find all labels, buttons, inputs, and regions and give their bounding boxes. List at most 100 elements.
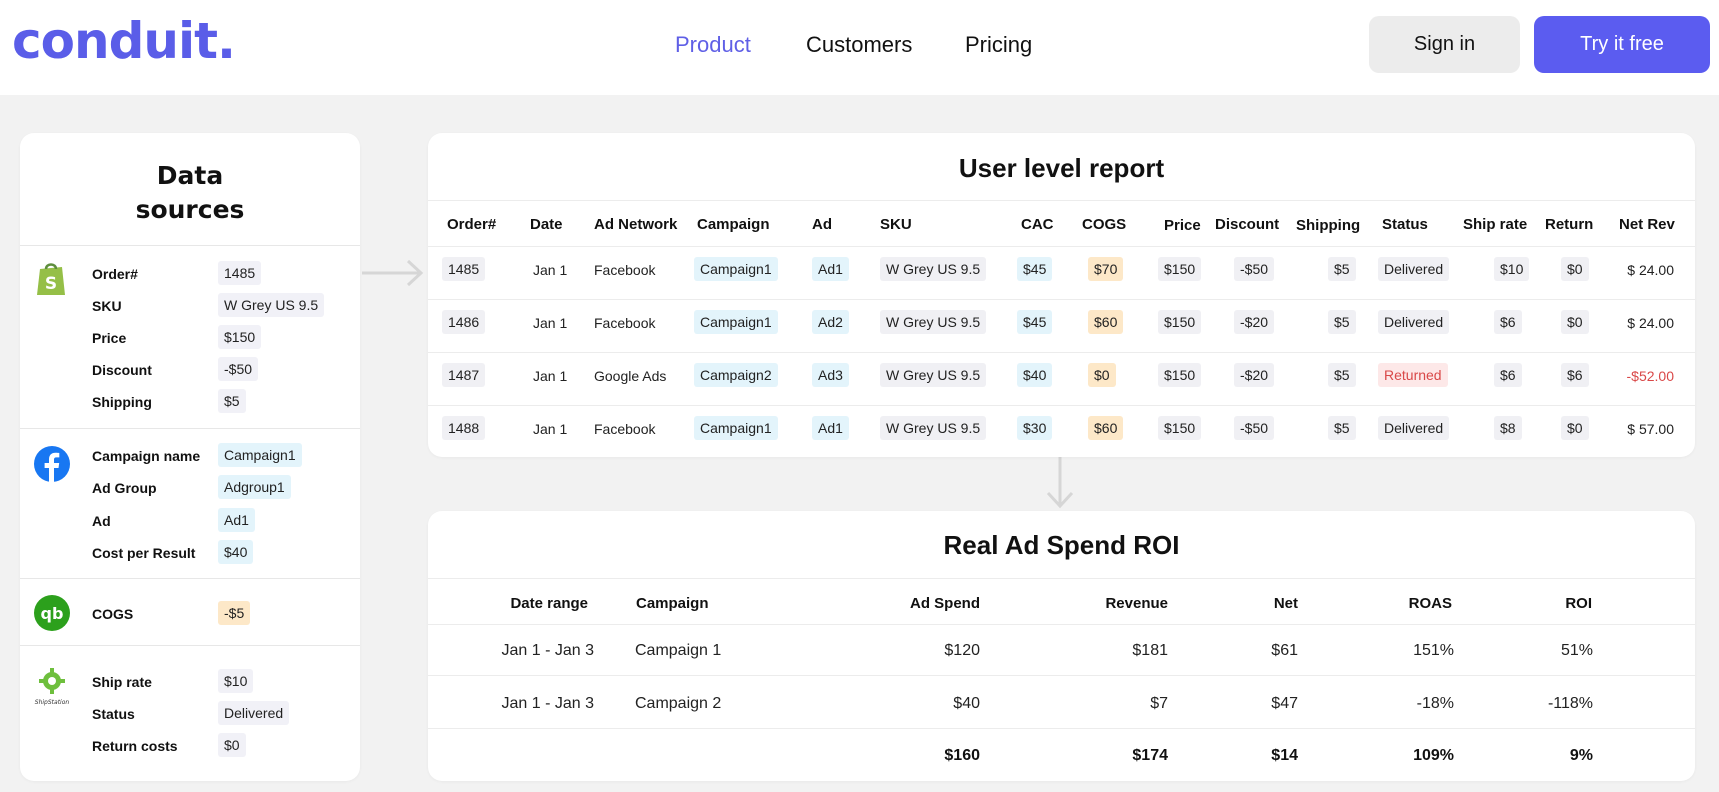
table-cell: Campaign1 (694, 257, 778, 281)
field-label: COGS (92, 606, 134, 622)
divider (428, 578, 1695, 579)
table-cell: W Grey US 9.5 (880, 310, 987, 334)
field-value: $10 (218, 669, 254, 693)
facebook-icon (34, 446, 70, 487)
table-cell: $30 (1017, 416, 1053, 440)
field-label: Price (92, 330, 127, 346)
field-value: 1485 (218, 261, 262, 285)
table-cell: 1487 (442, 363, 486, 387)
status-badge: Delivered (1378, 416, 1450, 440)
conduit-logo[interactable]: conduit. (12, 12, 236, 70)
nav-product[interactable]: Product (675, 32, 751, 57)
table-cell: 1486 (442, 310, 486, 334)
field-label: SKU (92, 298, 122, 314)
table-cell: $45 (1017, 310, 1053, 334)
quickbooks-icon: qb (34, 595, 70, 636)
status-badge: Returned (1378, 363, 1448, 387)
col-header: Campaign (636, 595, 709, 612)
field-value: -$50 (218, 357, 259, 381)
divider (20, 428, 360, 429)
table-cell: $60 (1088, 416, 1124, 440)
table-cell: Campaign 1 (635, 642, 722, 659)
table-cell: W Grey US 9.5 (880, 363, 987, 387)
table-cell: $6 (1494, 310, 1522, 334)
status-badge: Delivered (1378, 310, 1450, 334)
field-label: Return costs (92, 738, 178, 754)
try-it-free-button[interactable]: Try it free (1534, 16, 1710, 73)
table-cell: Jan 1 (533, 262, 568, 278)
col-header: Revenue (1105, 595, 1168, 612)
divider (20, 645, 360, 646)
real-ad-spend-roi-card: Real Ad Spend ROI Date range Campaign Ad… (428, 511, 1695, 781)
col-header: Ship rate (1463, 216, 1528, 233)
divider (428, 200, 1695, 201)
table-cell: 1485 (442, 257, 486, 281)
col-header: Ad Spend (910, 595, 980, 612)
table-cell: $ 24.00 (1627, 262, 1674, 278)
svg-text:ShipStation: ShipStation (35, 699, 70, 706)
table-cell: Ad3 (812, 363, 849, 387)
col-header: ROAS (1408, 595, 1452, 612)
total-cell: $160 (944, 747, 980, 764)
table-cell: Ad1 (812, 257, 849, 281)
divider (428, 352, 1695, 353)
table-cell: $0 (1561, 257, 1589, 281)
table-cell: $120 (944, 642, 980, 659)
table-cell: $8 (1494, 416, 1522, 440)
flow-arrow-right-icon (362, 258, 426, 293)
nav-customers[interactable]: Customers (806, 32, 913, 57)
sign-in-button[interactable]: Sign in (1369, 16, 1520, 73)
col-header: Net (1273, 595, 1298, 612)
table-cell: $5 (1328, 416, 1356, 440)
table-cell: Campaign1 (694, 310, 778, 334)
nav-pricing[interactable]: Pricing (965, 32, 1033, 57)
field-value: Delivered (218, 701, 290, 725)
col-header: Order# (447, 216, 497, 233)
table-cell: 151% (1413, 642, 1454, 659)
table-cell: $61 (1271, 642, 1298, 659)
roi-title: Real Ad Spend ROI (943, 530, 1180, 560)
col-header: Net Rev (1619, 216, 1675, 233)
table-cell: Facebook (594, 262, 656, 278)
table-cell: Jan 1 - Jan 3 (501, 695, 595, 712)
col-header: SKU (880, 216, 912, 233)
field-value: $150 (218, 325, 262, 349)
total-cell: $174 (1132, 747, 1168, 764)
table-cell: -118% (1547, 695, 1593, 712)
table-cell: $45 (1017, 257, 1053, 281)
table-cell: $0 (1088, 363, 1116, 387)
table-cell: $150 (1158, 363, 1202, 387)
table-cell: -$20 (1234, 363, 1275, 387)
divider (428, 299, 1695, 300)
col-header: ROI (1565, 595, 1592, 612)
table-cell: Ad1 (812, 416, 849, 440)
table-cell: Jan 1 (533, 368, 568, 384)
table-cell: Jan 1 (533, 315, 568, 331)
col-header: Campaign (697, 216, 770, 233)
shipstation-icon: ShipStation (32, 668, 72, 713)
col-header: Date (530, 216, 563, 233)
table-cell: $10 (1494, 257, 1530, 281)
total-cell: 109% (1413, 747, 1454, 764)
table-cell: $0 (1561, 416, 1589, 440)
table-cell: -$50 (1234, 416, 1275, 440)
field-value: Ad1 (218, 508, 255, 532)
total-cell: $14 (1271, 747, 1298, 764)
field-value: Adgroup1 (218, 475, 291, 499)
table-cell: 51% (1560, 642, 1593, 659)
table-cell: $ 24.00 (1627, 315, 1674, 331)
table-cell: $5 (1328, 363, 1356, 387)
table-cell: $0 (1561, 310, 1589, 334)
table-cell: Google Ads (594, 368, 667, 384)
table-cell: Campaign1 (694, 416, 778, 440)
col-header: Ad (812, 216, 832, 233)
field-label: Cost per Result (92, 545, 196, 561)
col-header: Return (1545, 216, 1594, 233)
table-cell: Campaign2 (694, 363, 778, 387)
field-label: Ad (92, 513, 111, 529)
data-sources-card: Data sources S Order# 1485 SKU W Grey US… (20, 133, 360, 781)
col-header: Shipping (1296, 217, 1361, 234)
report-title: User level report (958, 153, 1165, 183)
divider (20, 245, 360, 246)
table-cell: Facebook (594, 315, 656, 331)
